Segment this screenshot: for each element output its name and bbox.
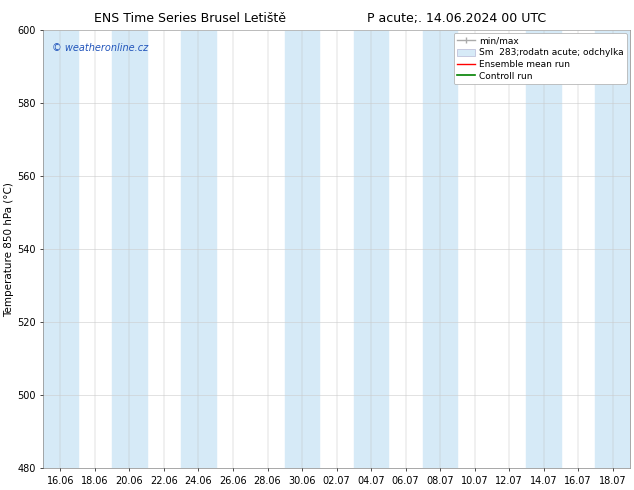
Bar xyxy=(181,30,216,468)
Text: ENS Time Series Brusel Letiště: ENS Time Series Brusel Letiště xyxy=(94,12,286,25)
Bar xyxy=(43,30,78,468)
Bar xyxy=(285,30,320,468)
Text: P acute;. 14.06.2024 00 UTC: P acute;. 14.06.2024 00 UTC xyxy=(367,12,546,25)
Legend: min/max, Sm  283;rodatn acute; odchylka, Ensemble mean run, Controll run: min/max, Sm 283;rodatn acute; odchylka, … xyxy=(453,33,627,84)
Y-axis label: Temperature 850 hPa (°C): Temperature 850 hPa (°C) xyxy=(4,182,14,317)
Bar xyxy=(112,30,146,468)
Text: © weatheronline.cz: © weatheronline.cz xyxy=(52,43,148,53)
Bar xyxy=(595,30,630,468)
Bar xyxy=(354,30,388,468)
Bar xyxy=(526,30,561,468)
Bar xyxy=(423,30,457,468)
